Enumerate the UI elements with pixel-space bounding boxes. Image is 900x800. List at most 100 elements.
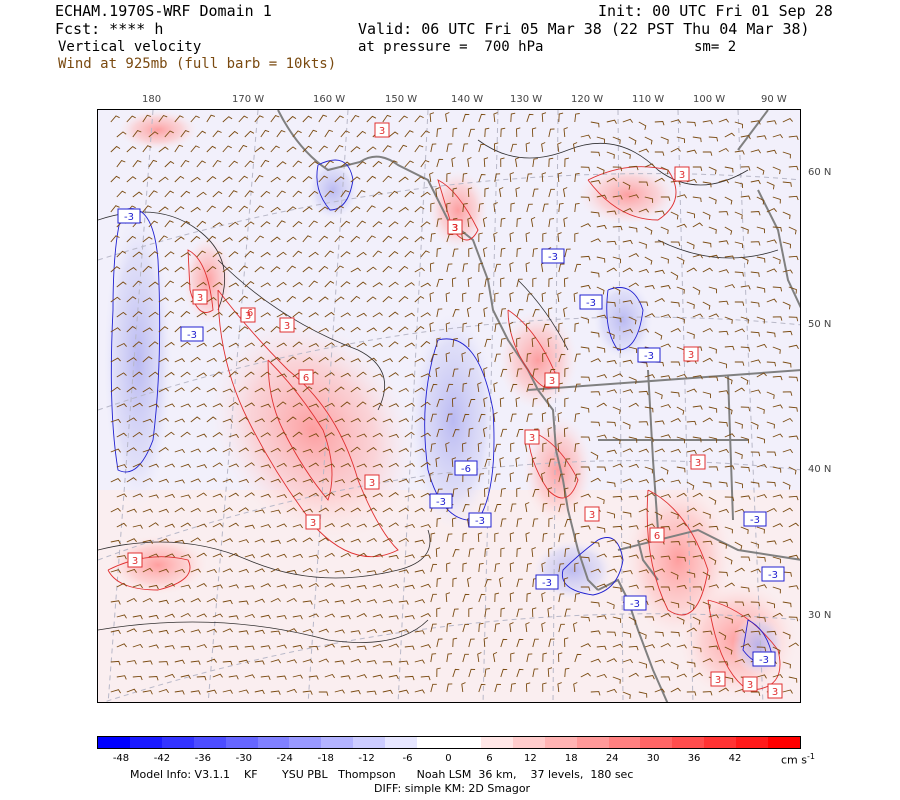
wind-barb bbox=[244, 554, 255, 559]
wind-barb bbox=[564, 487, 569, 498]
wind-barb bbox=[126, 508, 137, 513]
wind-barb bbox=[228, 282, 239, 288]
wind-barb bbox=[222, 538, 233, 543]
wind-barb bbox=[324, 342, 335, 348]
wind-barb bbox=[644, 163, 655, 168]
wind-barb bbox=[462, 203, 468, 213]
wind-barb bbox=[484, 668, 490, 678]
wind-barb bbox=[596, 374, 607, 379]
wind-barb bbox=[126, 235, 137, 243]
wind-barb bbox=[702, 601, 711, 610]
wind-barb bbox=[356, 342, 367, 348]
wind-barb bbox=[420, 432, 431, 438]
wind-barb bbox=[452, 608, 459, 618]
wind-barb bbox=[724, 196, 733, 205]
wind-barb bbox=[372, 312, 383, 318]
wind-barb bbox=[702, 447, 713, 453]
wind-barb bbox=[302, 115, 313, 123]
wind-barb bbox=[206, 145, 217, 153]
wind-barb bbox=[718, 571, 729, 577]
wind-barb bbox=[596, 166, 605, 175]
wind-barb bbox=[702, 151, 713, 156]
contour-label-pos: 3 bbox=[544, 372, 560, 388]
wind-barb bbox=[324, 160, 334, 168]
wind-barb bbox=[334, 629, 345, 634]
wind-barb bbox=[222, 628, 233, 633]
wind-barb bbox=[196, 676, 207, 681]
wind-barb bbox=[493, 412, 498, 423]
wind-barb bbox=[557, 682, 562, 693]
wind-barb bbox=[356, 613, 367, 618]
wind-barb bbox=[436, 337, 441, 347]
wind-barb bbox=[398, 206, 409, 213]
contour-label-pos: 3 bbox=[742, 676, 758, 692]
wind-barb bbox=[292, 190, 303, 198]
wind-barb bbox=[270, 690, 281, 695]
wind-barb bbox=[142, 448, 153, 453]
wind-barb bbox=[676, 673, 687, 678]
wind-barb bbox=[302, 296, 313, 303]
wind-barb bbox=[382, 386, 393, 393]
wind-barb bbox=[324, 643, 335, 648]
wind-barb bbox=[628, 645, 639, 651]
wind-barb bbox=[276, 431, 287, 438]
wind-barb bbox=[612, 286, 621, 295]
wind-barb bbox=[462, 442, 467, 453]
wind-barb bbox=[286, 356, 297, 363]
wind-barb bbox=[350, 630, 361, 635]
wind-barb bbox=[558, 533, 565, 543]
wind-barb bbox=[398, 660, 409, 666]
wind-barb bbox=[286, 146, 297, 153]
wind-barb bbox=[628, 402, 639, 408]
wind-barb bbox=[404, 220, 414, 228]
wind-barb bbox=[686, 211, 695, 219]
wind-barb bbox=[670, 301, 680, 307]
wind-barb bbox=[750, 451, 761, 457]
wind-barb bbox=[702, 181, 712, 188]
wind-barb bbox=[398, 296, 409, 303]
wind-barb bbox=[756, 584, 767, 589]
wind-barb bbox=[494, 683, 502, 693]
wind-barb bbox=[772, 494, 783, 499]
wind-barb bbox=[110, 296, 121, 303]
contour-label-pos: 3 bbox=[767, 683, 783, 699]
wind-barb bbox=[270, 356, 281, 363]
wind-barb bbox=[436, 218, 443, 228]
wind-barb bbox=[420, 373, 431, 378]
wind-barb bbox=[324, 523, 335, 528]
wind-barb bbox=[398, 600, 409, 605]
wind-barb bbox=[451, 397, 457, 408]
wind-barb bbox=[494, 323, 500, 333]
wind-barb bbox=[573, 682, 578, 693]
wind-barb bbox=[718, 687, 729, 693]
wind-barb bbox=[366, 115, 377, 123]
wind-barb bbox=[740, 526, 749, 534]
wind-barb bbox=[254, 327, 265, 333]
wind-barb bbox=[180, 645, 191, 651]
wind-barb bbox=[158, 417, 169, 423]
wind-barb bbox=[708, 436, 718, 443]
wind-barb bbox=[483, 637, 488, 648]
wind-barb bbox=[740, 613, 751, 618]
wind-barb bbox=[116, 464, 127, 469]
wind-barb bbox=[654, 631, 664, 637]
wind-barb bbox=[388, 311, 399, 318]
wind-barb bbox=[126, 568, 137, 573]
wind-barb bbox=[596, 314, 607, 319]
wind-barb bbox=[414, 387, 425, 393]
wind-barb bbox=[718, 481, 728, 487]
wind-barb bbox=[532, 607, 537, 618]
wind-barb bbox=[606, 301, 616, 307]
wind-barb bbox=[212, 553, 223, 558]
wind-barb bbox=[116, 342, 127, 348]
wind-barb bbox=[462, 143, 469, 153]
wind-barb bbox=[482, 427, 488, 438]
wind-barb bbox=[292, 524, 303, 529]
wind-barb bbox=[526, 203, 533, 213]
wind-barb bbox=[718, 330, 729, 336]
wind-barb bbox=[132, 524, 143, 529]
wind-barb bbox=[356, 645, 367, 650]
wind-barb bbox=[318, 537, 329, 543]
wind-barb bbox=[686, 331, 695, 339]
wind-barb bbox=[429, 172, 434, 183]
